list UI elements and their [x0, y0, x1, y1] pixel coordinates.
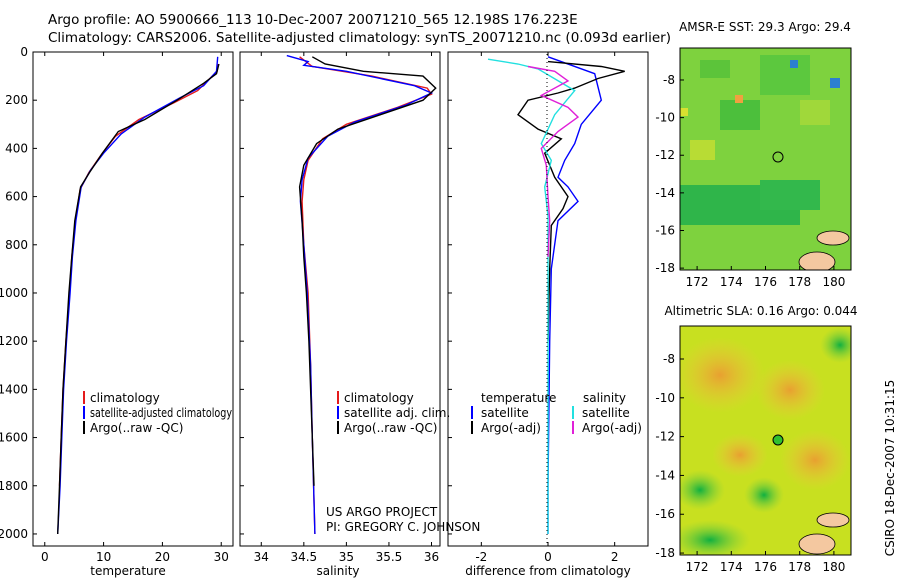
- legend-title-salinity: salinity: [583, 391, 626, 405]
- argo-position-marker: [772, 434, 784, 446]
- legend-label-climatology: climatology: [90, 391, 160, 405]
- y-tick-label: 800: [5, 238, 28, 252]
- y-tick-label: 600: [5, 190, 28, 204]
- legend-label-sal-argo: Argo(-adj): [582, 421, 642, 435]
- side-stamp: CSIRO 18-Dec-2007 10:31:15: [883, 380, 897, 557]
- y-tick-label: 2000: [0, 527, 28, 541]
- temperature-axes: 0 10 20 30 0 200 400 600 800 1000 1200 1400 1600 1800…: [0, 45, 229, 564]
- y-tick-label: -10: [655, 111, 675, 125]
- x-tick-label: 172: [686, 560, 709, 574]
- x-tick-label: 30: [214, 550, 229, 564]
- y-tick-label: -12: [655, 148, 675, 162]
- y-tick-label: -16: [655, 507, 675, 521]
- project-line-1: US ARGO PROJECT: [326, 505, 438, 519]
- y-tick-label: -18: [655, 546, 675, 560]
- y-tick-label: 400: [5, 141, 28, 155]
- legend-label-temp-satellite: satellite: [481, 406, 529, 420]
- series-line-salinity-argo-adj-: [527, 65, 580, 257]
- y-tick-label: 1600: [0, 431, 28, 445]
- salinity-series: [286, 54, 437, 535]
- y-tick-label: 0: [20, 45, 28, 59]
- x-tick-label: 34.5: [290, 550, 317, 564]
- land-mass-icon: [816, 230, 850, 246]
- x-tick-label: 174: [720, 275, 743, 289]
- sla-map-title: Altimetric SLA: 0.16 Argo: 0.044: [664, 304, 857, 318]
- y-tick-label: -10: [655, 391, 675, 405]
- salinity-axes: 34 34.5 35 35.5 36: [240, 51, 439, 564]
- x-tick-label: 180: [822, 275, 845, 289]
- x-tick-label: 35.5: [376, 550, 403, 564]
- y-tick-label: 1800: [0, 479, 28, 493]
- land-mass-icon: [798, 251, 836, 270]
- series-line-temperature-argo-adj-: [517, 60, 625, 342]
- header-line-2: Climatology: CARS2006. Satellite-adjuste…: [48, 30, 671, 46]
- salinity-xlabel: salinity: [316, 564, 359, 578]
- temperature-legend: climatology satellite-adjusted climatolo…: [83, 391, 232, 435]
- difference-legend: temperature salinity satellite Argo(-adj…: [471, 391, 642, 435]
- x-tick-label: 180: [822, 560, 845, 574]
- sst-map-title: AMSR-E SST: 29.3 Argo: 29.4: [679, 20, 851, 34]
- land-mass-icon: [816, 512, 850, 528]
- sst-map: [680, 48, 851, 270]
- legend-title-temperature: temperature: [481, 391, 556, 405]
- series-line-temperature-satellite: [547, 56, 603, 534]
- y-tick-label: 200: [5, 93, 28, 107]
- x-tick-label: 34: [254, 550, 269, 564]
- temperature-xlabel: temperature: [90, 564, 165, 578]
- x-tick-label: 10: [96, 550, 111, 564]
- y-tick-label: 1000: [0, 286, 28, 300]
- x-tick-label: 178: [788, 560, 811, 574]
- x-tick-label: 178: [788, 275, 811, 289]
- sla-map-axes: 172 174 176 178 180 -8 -10 -12 -14 -16 -18: [655, 352, 845, 574]
- y-tick-label: -14: [655, 468, 675, 482]
- series-line-argo-raw-qc-: [57, 63, 220, 535]
- series-line-salinity-satellite: [487, 58, 576, 534]
- y-tick-label: -18: [655, 261, 675, 275]
- y-tick-label: 1400: [0, 382, 28, 396]
- y-tick-label: -8: [663, 352, 675, 366]
- legend-label-climatology: climatology: [344, 391, 414, 405]
- y-tick-label: -8: [663, 73, 675, 87]
- x-tick-label: 20: [155, 550, 170, 564]
- series-line-satellite-adjusted-climatology: [57, 56, 219, 535]
- header-line-1: Argo profile: AO 5900666_113 10-Dec-2007…: [48, 12, 578, 28]
- land-mass-icon: [798, 533, 836, 555]
- salinity-legend: climatology satellite adj. clim. Argo(..…: [337, 391, 450, 435]
- legend-label-satellite: satellite adj. clim.: [344, 406, 450, 420]
- salinity-panel: [239, 51, 441, 547]
- temperature-panel: [32, 51, 234, 547]
- x-tick-label: 176: [754, 275, 777, 289]
- y-tick-label: -14: [655, 186, 675, 200]
- y-tick-label: -12: [655, 430, 675, 444]
- x-tick-label: 36: [424, 550, 439, 564]
- x-tick-label: 0: [41, 550, 49, 564]
- x-tick-label: 174: [720, 560, 743, 574]
- x-tick-label: -2: [475, 550, 487, 564]
- x-tick-label: 176: [754, 560, 777, 574]
- difference-axes: -2 0 2: [448, 51, 619, 564]
- x-tick-label: 0: [544, 550, 552, 564]
- argo-position-marker: [772, 151, 784, 163]
- temperature-series: [57, 56, 220, 535]
- legend-label-argo: Argo(..raw -QC): [90, 421, 183, 435]
- legend-label-argo: Argo(..raw -QC): [344, 421, 437, 435]
- series-line-argo-raw-qc-: [298, 56, 437, 486]
- y-tick-label: 1200: [0, 334, 28, 348]
- y-tick-label: -16: [655, 223, 675, 237]
- legend-label-temp-argo: Argo(-adj): [481, 421, 541, 435]
- sla-map: [680, 326, 851, 555]
- difference-xlabel: difference from climatology: [465, 564, 631, 578]
- x-tick-label: 172: [686, 275, 709, 289]
- difference-series: [487, 56, 625, 534]
- legend-label-sal-satellite: satellite: [582, 406, 630, 420]
- legend-label-satellite: satellite-adjusted climatology: [90, 406, 232, 420]
- project-line-2: PI: GREGORY C. JOHNSON: [326, 520, 480, 534]
- series-line-climatology: [299, 56, 433, 535]
- x-tick-label: 2: [611, 550, 619, 564]
- x-tick-label: 35: [339, 550, 354, 564]
- sst-map-axes: 172 174 176 178 180 -8 -10 -12 -14 -16 -18: [655, 73, 845, 289]
